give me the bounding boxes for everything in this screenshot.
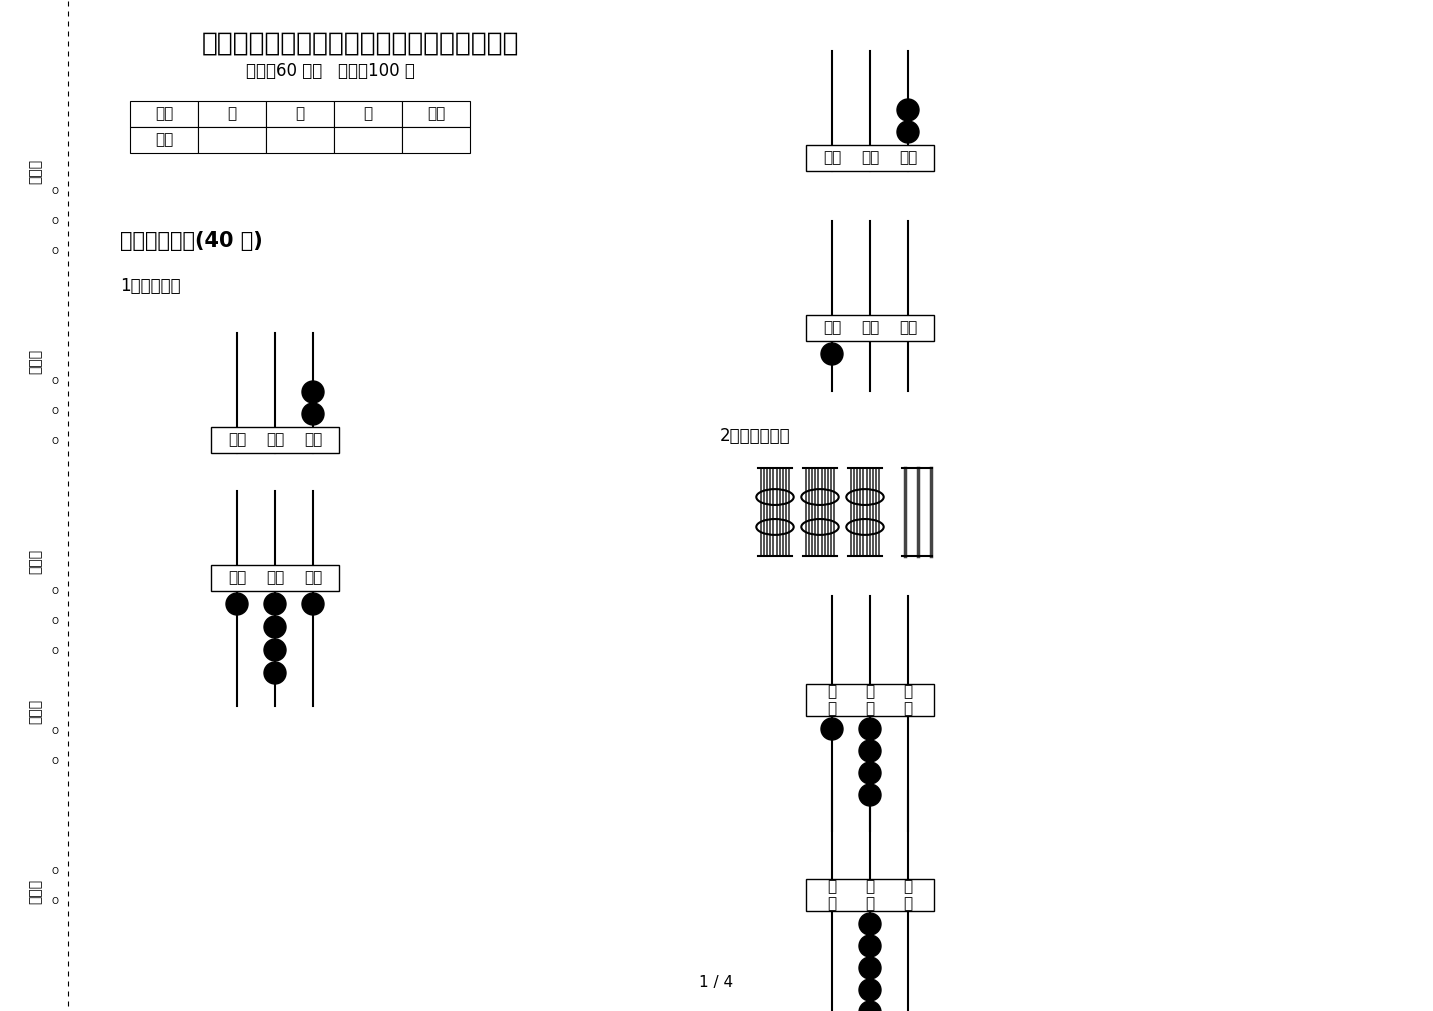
Text: 班级：: 班级： [29, 699, 42, 724]
Text: 百位: 百位 [228, 570, 246, 585]
Text: 考场：: 考场： [29, 349, 42, 373]
Text: 学校：: 学校： [29, 879, 42, 904]
Bar [805, 684, 934, 716]
Circle shape [858, 718, 881, 740]
Text: O: O [52, 247, 59, 256]
Text: 百
位: 百 位 [827, 683, 837, 716]
Circle shape [858, 979, 881, 1001]
Text: O: O [52, 406, 59, 416]
Text: 十
位: 十 位 [866, 683, 874, 716]
Text: 姓名：: 姓名： [29, 548, 42, 573]
Text: 题号: 题号 [155, 106, 173, 121]
Text: O: O [52, 897, 59, 906]
Text: 得分: 得分 [155, 132, 173, 148]
Text: O: O [52, 186, 59, 195]
Text: 苏教版一年级下学期过关综合数学期末模拟试: 苏教版一年级下学期过关综合数学期末模拟试 [201, 31, 519, 57]
Circle shape [897, 121, 919, 143]
Text: 百
位: 百 位 [827, 879, 837, 911]
Text: O: O [52, 727, 59, 735]
Circle shape [821, 343, 843, 365]
Circle shape [302, 403, 324, 425]
Text: 三: 三 [364, 106, 373, 121]
Text: 百位: 百位 [823, 151, 841, 166]
Bar [334, 101, 403, 127]
Text: 时间：60 分钟   满分：100 分: 时间：60 分钟 满分：100 分 [245, 62, 414, 80]
Bar [334, 127, 403, 153]
Circle shape [858, 957, 881, 979]
Bar [198, 101, 267, 127]
Circle shape [858, 762, 881, 784]
Bar [805, 145, 934, 171]
Text: 二: 二 [295, 106, 305, 121]
Text: 十位: 十位 [861, 320, 878, 336]
Bar [805, 315, 934, 341]
Text: 考号：: 考号： [29, 159, 42, 184]
Bar [805, 879, 934, 911]
Text: 百位: 百位 [228, 433, 246, 448]
Text: O: O [52, 866, 59, 876]
Text: 十位: 十位 [267, 570, 284, 585]
Circle shape [858, 935, 881, 957]
Text: 个位: 个位 [898, 320, 917, 336]
Text: 一: 一 [228, 106, 236, 121]
Circle shape [897, 99, 919, 121]
Text: 个位: 个位 [304, 433, 322, 448]
Circle shape [264, 662, 287, 684]
Bar [267, 127, 334, 153]
Text: O: O [52, 376, 59, 385]
Text: O: O [52, 586, 59, 595]
Text: 十位: 十位 [267, 433, 284, 448]
Text: 个
位: 个 位 [903, 879, 913, 911]
Text: 1．看图写数: 1．看图写数 [120, 277, 181, 295]
Text: 个位: 个位 [898, 151, 917, 166]
Text: 个
位: 个 位 [903, 683, 913, 716]
Text: O: O [52, 646, 59, 655]
Bar [211, 565, 340, 591]
Text: 十
位: 十 位 [866, 879, 874, 911]
Bar [403, 101, 470, 127]
Bar [198, 127, 267, 153]
Text: O: O [52, 756, 59, 765]
Bar [267, 101, 334, 127]
Circle shape [264, 616, 287, 638]
Circle shape [302, 381, 324, 403]
Circle shape [858, 784, 881, 806]
Circle shape [302, 593, 324, 615]
Circle shape [821, 718, 843, 740]
Text: O: O [52, 437, 59, 446]
Circle shape [858, 1001, 881, 1011]
Text: 百位: 百位 [823, 320, 841, 336]
Text: 一、基础练习(40 分): 一、基础练习(40 分) [120, 231, 262, 251]
Circle shape [858, 740, 881, 762]
Text: 1 / 4: 1 / 4 [699, 976, 734, 991]
Circle shape [858, 913, 881, 935]
Bar [130, 101, 198, 127]
Text: 个位: 个位 [304, 570, 322, 585]
Text: 2．看图写数。: 2．看图写数。 [719, 427, 791, 445]
Bar [130, 127, 198, 153]
Circle shape [264, 639, 287, 661]
Bar [211, 427, 340, 453]
Text: 十位: 十位 [861, 151, 878, 166]
Bar [403, 127, 470, 153]
Circle shape [226, 593, 248, 615]
Text: O: O [52, 216, 59, 225]
Text: 总分: 总分 [427, 106, 446, 121]
Circle shape [264, 593, 287, 615]
Text: O: O [52, 617, 59, 626]
